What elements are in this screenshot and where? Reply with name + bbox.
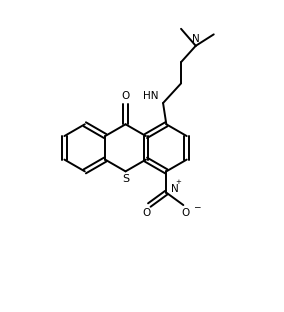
Text: O: O [182, 208, 190, 218]
Text: −: − [193, 202, 201, 211]
Text: O: O [122, 91, 130, 101]
Text: O: O [143, 208, 151, 218]
Text: N: N [171, 184, 178, 194]
Text: +: + [175, 179, 181, 185]
Text: HN: HN [143, 91, 158, 101]
Text: S: S [122, 174, 129, 184]
Text: N: N [192, 34, 200, 44]
